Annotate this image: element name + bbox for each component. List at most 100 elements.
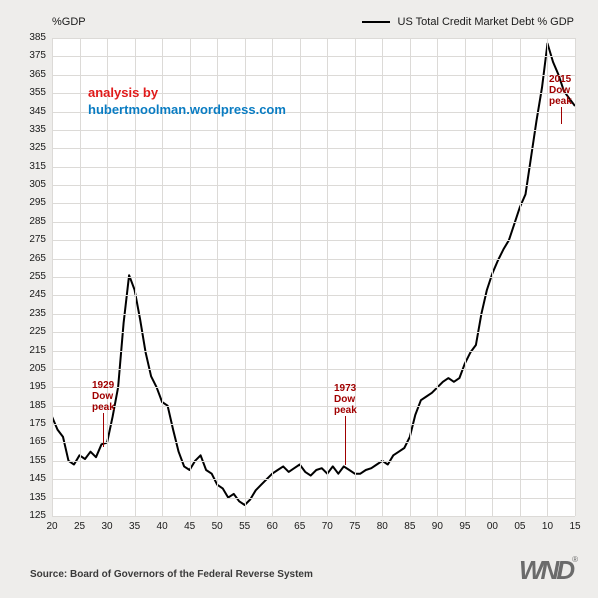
grid-v xyxy=(382,38,383,516)
x-tick-label: 40 xyxy=(150,522,174,532)
grid-h xyxy=(52,75,575,76)
y-tick-label: 235 xyxy=(0,309,46,319)
grid-h xyxy=(52,185,575,186)
grid-v xyxy=(520,38,521,516)
annotation-line xyxy=(103,413,104,447)
grid-h xyxy=(52,56,575,57)
logo-text: WND xyxy=(519,555,572,585)
grid-h xyxy=(52,295,575,296)
y-tick-label: 125 xyxy=(0,511,46,521)
y-tick-label: 215 xyxy=(0,346,46,356)
grid-h xyxy=(52,351,575,352)
grid-h xyxy=(52,167,575,168)
legend: US Total Credit Market Debt % GDP xyxy=(362,16,574,28)
annotation-label: 1929Dowpeak xyxy=(92,380,115,413)
grid-v xyxy=(575,38,576,516)
grid-h xyxy=(52,387,575,388)
x-tick-label: 05 xyxy=(508,522,532,532)
y-tick-label: 305 xyxy=(0,180,46,190)
grid-h xyxy=(52,38,575,39)
grid-h xyxy=(52,130,575,131)
grid-h xyxy=(52,461,575,462)
y-axis-label: %GDP xyxy=(52,16,86,28)
y-tick-label: 335 xyxy=(0,125,46,135)
x-tick-label: 45 xyxy=(178,522,202,532)
grid-h xyxy=(52,369,575,370)
grid-v xyxy=(437,38,438,516)
y-tick-label: 295 xyxy=(0,198,46,208)
y-tick-label: 365 xyxy=(0,70,46,80)
x-tick-label: 85 xyxy=(398,522,422,532)
grid-h xyxy=(52,148,575,149)
registered-icon: ® xyxy=(572,555,578,564)
grid-h xyxy=(52,203,575,204)
legend-label: US Total Credit Market Debt % GDP xyxy=(398,16,574,28)
y-tick-label: 185 xyxy=(0,401,46,411)
grid-v xyxy=(355,38,356,516)
grid-h xyxy=(52,259,575,260)
grid-h xyxy=(52,240,575,241)
x-tick-label: 65 xyxy=(288,522,312,532)
y-tick-label: 375 xyxy=(0,51,46,61)
x-tick-label: 00 xyxy=(480,522,504,532)
grid-v xyxy=(465,38,466,516)
x-tick-label: 35 xyxy=(123,522,147,532)
grid-h xyxy=(52,222,575,223)
grid-v xyxy=(492,38,493,516)
x-tick-label: 10 xyxy=(535,522,559,532)
x-tick-label: 15 xyxy=(563,522,587,532)
y-tick-label: 245 xyxy=(0,290,46,300)
x-tick-label: 95 xyxy=(453,522,477,532)
annotation-line xyxy=(561,107,562,124)
y-tick-label: 145 xyxy=(0,474,46,484)
grid-h xyxy=(52,479,575,480)
y-tick-label: 225 xyxy=(0,327,46,337)
y-tick-label: 385 xyxy=(0,33,46,43)
x-tick-label: 25 xyxy=(68,522,92,532)
y-tick-label: 165 xyxy=(0,437,46,447)
y-tick-label: 265 xyxy=(0,254,46,264)
y-tick-label: 285 xyxy=(0,217,46,227)
analysis-line2: hubertmoolman.wordpress.com xyxy=(88,101,286,118)
x-tick-label: 50 xyxy=(205,522,229,532)
wnd-logo: WND® xyxy=(519,555,578,586)
y-tick-label: 135 xyxy=(0,493,46,503)
x-tick-label: 60 xyxy=(260,522,284,532)
analysis-credit: analysis by hubertmoolman.wordpress.com xyxy=(88,84,286,118)
x-tick-label: 80 xyxy=(370,522,394,532)
x-tick-label: 75 xyxy=(343,522,367,532)
y-tick-label: 325 xyxy=(0,143,46,153)
analysis-line1: analysis by xyxy=(88,84,286,101)
x-tick-label: 20 xyxy=(40,522,64,532)
grid-h xyxy=(52,277,575,278)
grid-v xyxy=(547,38,548,516)
y-tick-label: 205 xyxy=(0,364,46,374)
grid-v xyxy=(300,38,301,516)
legend-line-icon xyxy=(362,21,390,23)
grid-h xyxy=(52,498,575,499)
grid-v xyxy=(410,38,411,516)
grid-h xyxy=(52,516,575,517)
grid-h xyxy=(52,314,575,315)
x-tick-label: 55 xyxy=(233,522,257,532)
y-tick-label: 345 xyxy=(0,107,46,117)
annotation-label: 2015Dowpeak xyxy=(549,74,572,107)
x-tick-label: 30 xyxy=(95,522,119,532)
grid-h xyxy=(52,332,575,333)
y-tick-label: 195 xyxy=(0,382,46,392)
grid-h xyxy=(52,424,575,425)
y-tick-label: 175 xyxy=(0,419,46,429)
y-tick-label: 155 xyxy=(0,456,46,466)
grid-v xyxy=(80,38,81,516)
y-tick-label: 355 xyxy=(0,88,46,98)
annotation-line xyxy=(345,416,346,465)
y-tick-label: 315 xyxy=(0,162,46,172)
grid-h xyxy=(52,442,575,443)
x-tick-label: 70 xyxy=(315,522,339,532)
grid-v xyxy=(52,38,53,516)
source-citation: Source: Board of Governors of the Federa… xyxy=(30,569,313,580)
x-tick-label: 90 xyxy=(425,522,449,532)
grid-h xyxy=(52,406,575,407)
annotation-label: 1973Dowpeak xyxy=(334,383,357,416)
y-tick-label: 275 xyxy=(0,235,46,245)
